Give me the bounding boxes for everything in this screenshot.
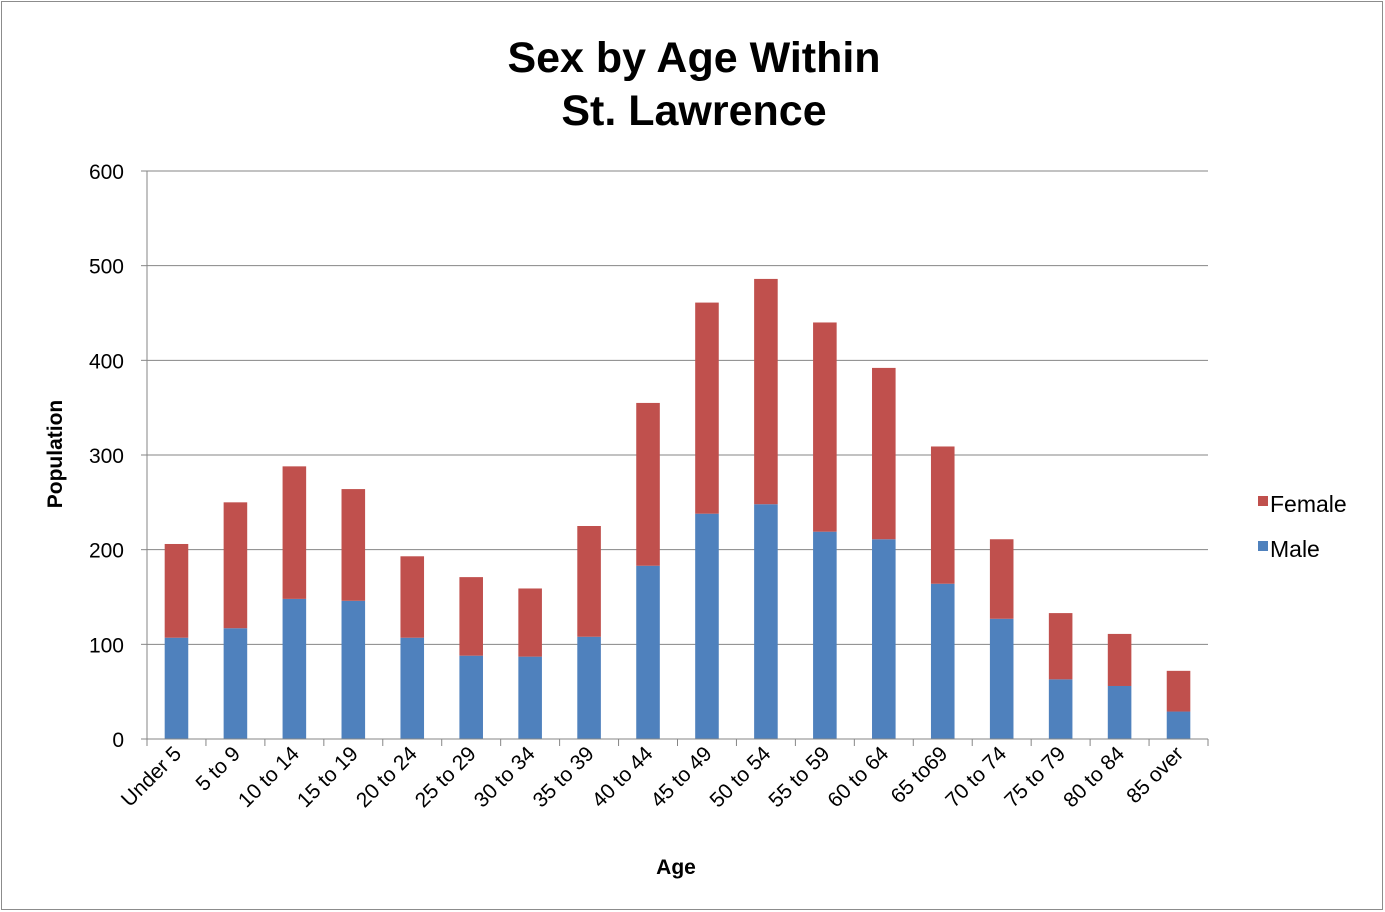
legend-label-female: Female — [1270, 491, 1347, 517]
bar-female-16 — [1107, 633, 1132, 686]
y-tick-label: 500 — [89, 256, 124, 279]
bar-male-12 — [872, 539, 896, 739]
bar-male-8 — [636, 565, 660, 739]
y-tick-label: 100 — [89, 634, 124, 657]
bar-female-8 — [636, 402, 660, 566]
legend-swatch-male — [1258, 541, 1268, 551]
bar-female-13 — [930, 446, 955, 584]
legend-label-male: Male — [1270, 536, 1320, 562]
bar-female-1 — [223, 502, 248, 629]
bar-female-7 — [577, 526, 601, 637]
bar-male-14 — [989, 618, 1014, 739]
x-tick-label: 30 to 34 — [470, 742, 540, 812]
bar-female-11 — [813, 322, 837, 532]
bar-female-12 — [872, 367, 896, 540]
y-axis-title: Population — [44, 400, 67, 509]
x-tick-label: 50 to 54 — [706, 742, 776, 812]
bar-female-3 — [341, 489, 366, 601]
bar-male-10 — [754, 504, 778, 739]
x-axis-title: Age — [656, 856, 696, 879]
bar-female-5 — [459, 577, 483, 656]
bar-female-15 — [1048, 613, 1073, 680]
y-tick-label: 200 — [89, 540, 124, 563]
x-tick-label: 25 to 29 — [411, 742, 481, 812]
bar-male-2 — [282, 598, 307, 739]
legend: Female Male — [1258, 491, 1347, 562]
x-tick-label: 70 to 74 — [941, 742, 1011, 812]
bar-male-15 — [1048, 679, 1073, 739]
x-tick-label: 85 over — [1122, 742, 1188, 808]
y-tick-label: 400 — [89, 350, 124, 373]
bar-female-14 — [989, 539, 1014, 619]
bar-male-13 — [930, 583, 955, 739]
bar-female-2 — [282, 466, 307, 599]
x-tick-label: 45 to 49 — [647, 742, 717, 812]
x-tick-label: 40 to 44 — [588, 742, 658, 812]
chart-title-line-1: Sex by Age Within — [507, 34, 880, 82]
bar-male-6 — [518, 656, 542, 739]
y-tick-label: 600 — [89, 161, 124, 184]
bar-male-7 — [577, 636, 601, 739]
x-tick-label: 10 to 14 — [234, 742, 304, 812]
bar-female-17 — [1166, 670, 1191, 712]
bar-female-6 — [518, 588, 542, 657]
y-tick-label: 300 — [89, 445, 124, 468]
x-tick-label: 35 to 39 — [529, 742, 599, 812]
bar-male-3 — [341, 600, 366, 739]
bar-male-1 — [223, 628, 248, 739]
bar-male-5 — [459, 655, 483, 739]
x-tick-label: 55 to 59 — [764, 742, 834, 812]
x-tick-label: 5 to 9 — [192, 742, 245, 795]
x-tick-label: 60 to 64 — [823, 742, 893, 812]
bar-male-4 — [400, 637, 425, 739]
bar-female-0 — [164, 543, 189, 638]
bar-male-16 — [1107, 685, 1132, 739]
x-tick-label: Under 5 — [117, 742, 186, 811]
bar-female-4 — [400, 556, 425, 638]
bars — [164, 278, 1191, 739]
bar-female-10 — [754, 278, 778, 505]
x-tick-label: 80 to 84 — [1059, 742, 1129, 812]
bar-male-9 — [695, 513, 719, 739]
bar-male-11 — [813, 531, 837, 739]
bar-male-17 — [1166, 711, 1191, 739]
x-tick-label: 15 to 19 — [293, 742, 363, 812]
chart-title-line-2: St. Lawrence — [561, 87, 826, 135]
bar-male-0 — [164, 637, 189, 739]
legend-swatch-female — [1258, 496, 1268, 506]
bar-female-9 — [695, 302, 719, 514]
x-tick-label: 20 to 24 — [352, 742, 422, 812]
y-tick-label: 0 — [112, 729, 124, 752]
gridlines — [147, 170, 1208, 645]
x-tick-label: 75 to 79 — [1000, 742, 1070, 812]
